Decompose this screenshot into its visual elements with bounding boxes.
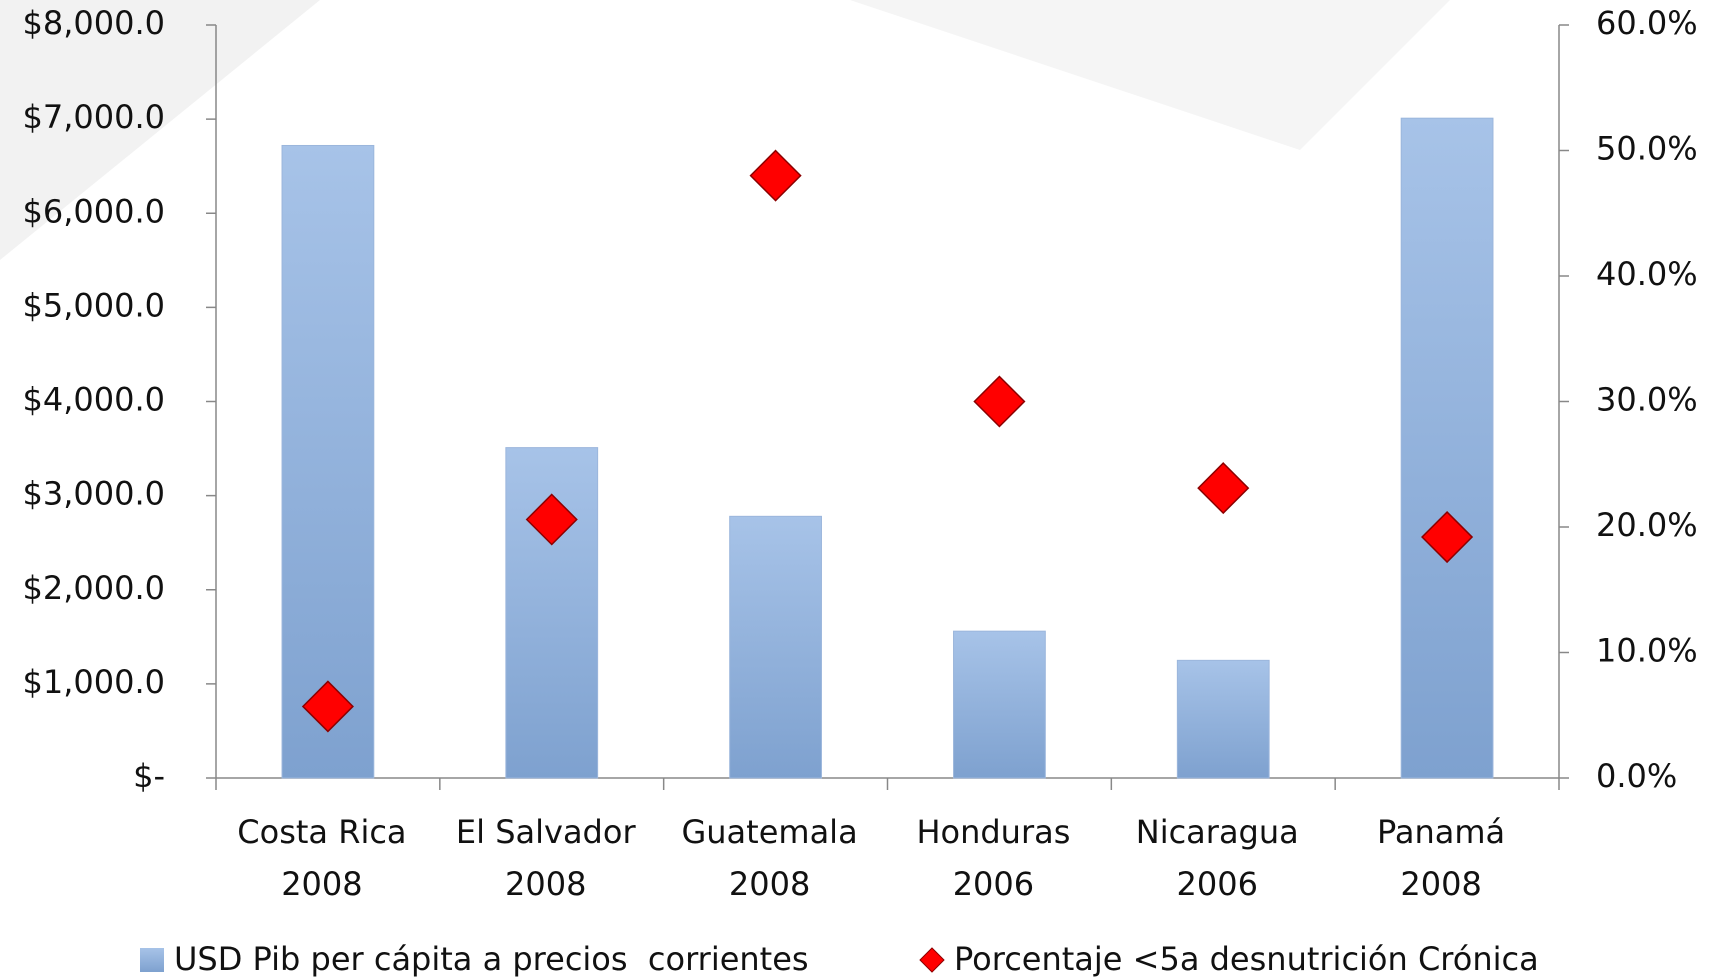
bar: [729, 515, 822, 779]
y-tick-label: $2,000.0: [23, 569, 166, 607]
y-tick-label: $4,000.0: [23, 381, 166, 419]
legend-swatch: [919, 947, 945, 973]
background-shape: [850, 0, 1450, 150]
legend-label: USD Pib per cápita a precios corrientes: [174, 940, 809, 978]
x-tick-label: Nicaragua: [1136, 813, 1299, 851]
x-tick-label: 2008: [281, 865, 362, 903]
y2-tick-label: 40.0%: [1596, 255, 1698, 293]
x-tick-label: Honduras: [916, 813, 1070, 851]
bar: [281, 144, 375, 779]
marker: [525, 493, 578, 546]
y-tick-label: $5,000.0: [23, 286, 166, 324]
y2-tick-label: 10.0%: [1596, 632, 1698, 670]
legend-swatch: [140, 948, 164, 972]
background-shape: [0, 0, 320, 260]
x-tick-label: El Salvador: [456, 813, 637, 851]
legend-label: Porcentaje <5a desnutrición Crónica: [954, 940, 1539, 978]
bar: [1176, 659, 1270, 779]
x-tick-label: 2006: [1177, 865, 1258, 903]
bar: [1400, 117, 1494, 779]
x-tick-label: 2008: [1400, 865, 1481, 903]
y2-tick-label: 20.0%: [1596, 506, 1698, 544]
marker: [301, 680, 354, 733]
y-tick-label: $3,000.0: [23, 475, 166, 513]
y-tick-label: $6,000.0: [23, 192, 166, 230]
y2-tick-label: 50.0%: [1596, 130, 1698, 168]
y-tick-label: $8,000.0: [23, 4, 166, 42]
marker: [1421, 510, 1474, 564]
x-tick-label: 2008: [729, 865, 810, 903]
bar: [953, 630, 1046, 779]
marker: [1197, 462, 1250, 515]
x-tick-label: Guatemala: [681, 813, 857, 851]
marker: [973, 375, 1026, 428]
x-tick-label: 2006: [953, 865, 1034, 903]
y-tick-label: $1,000.0: [23, 663, 166, 701]
y2-tick-label: 60.0%: [1596, 4, 1698, 42]
x-tick-label: Costa Rica: [237, 813, 406, 851]
x-tick-label: 2008: [505, 865, 586, 903]
x-tick-label: Panamá: [1377, 813, 1505, 851]
y2-tick-label: 0.0%: [1596, 757, 1677, 795]
y-tick-label: $7,000.0: [23, 98, 166, 136]
y-tick-label: $-: [133, 757, 165, 795]
y2-tick-label: 30.0%: [1596, 381, 1698, 419]
marker: [749, 149, 802, 202]
